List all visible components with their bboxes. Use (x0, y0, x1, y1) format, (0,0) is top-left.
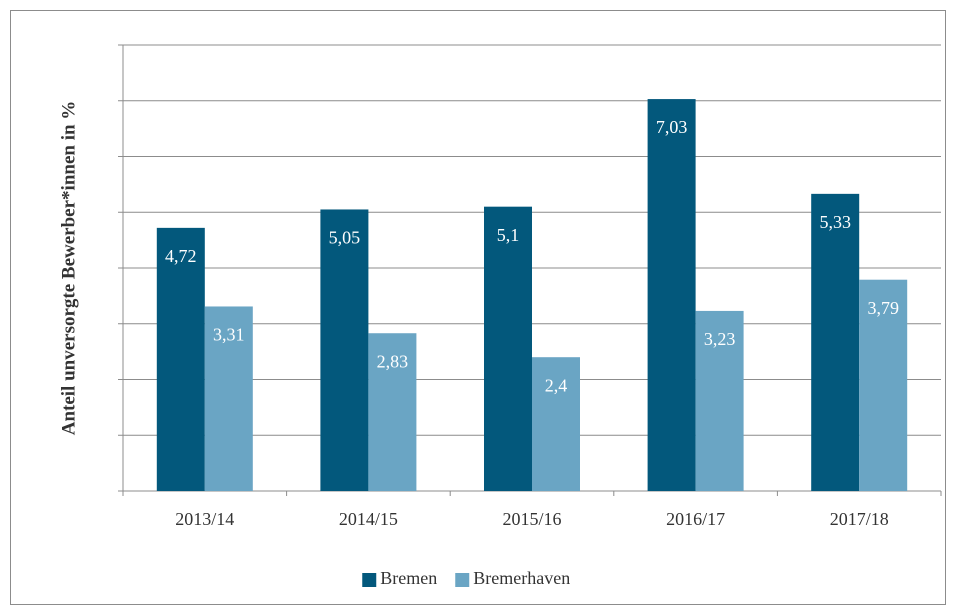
legend-swatch (455, 573, 470, 587)
data-label: 3,31 (213, 325, 245, 345)
data-label: 5,33 (819, 212, 851, 232)
data-label: 2,83 (377, 351, 409, 371)
bar (695, 310, 744, 491)
data-label: 2,4 (545, 375, 568, 395)
legend-label: Bremen (380, 568, 437, 588)
data-label: 4,72 (165, 246, 197, 266)
data-label: 5,1 (497, 225, 520, 245)
data-label: 3,23 (704, 329, 736, 349)
bar (532, 357, 580, 491)
bar (320, 209, 369, 491)
bar (647, 99, 696, 491)
x-tick-label: 2017/18 (830, 509, 889, 529)
data-label: 7,03 (656, 117, 688, 137)
bar (811, 193, 860, 492)
legend-swatch (362, 573, 377, 587)
bar (156, 227, 205, 492)
chart-frame (10, 10, 946, 605)
bar (484, 206, 532, 492)
x-tick-label: 2015/16 (502, 509, 561, 529)
bar (859, 279, 908, 491)
legend-label: Bremerhaven (473, 568, 570, 588)
data-label: 3,79 (867, 298, 899, 318)
y-axis-label: Anteil unversorgte Bewerber*innen in % (58, 101, 79, 436)
x-tick-label: 2016/17 (666, 509, 725, 529)
bar (204, 306, 253, 491)
x-tick-label: 2014/15 (339, 509, 398, 529)
x-tick-label: 2013/14 (175, 509, 234, 529)
bar (368, 333, 417, 491)
data-label: 5,05 (329, 228, 361, 248)
